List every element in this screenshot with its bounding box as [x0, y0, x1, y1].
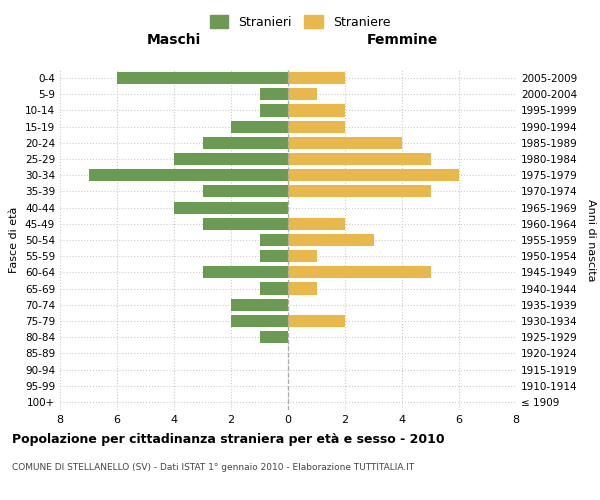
Bar [288, 104, 345, 117]
Text: COMUNE DI STELLANELLO (SV) - Dati ISTAT 1° gennaio 2010 - Elaborazione TUTTITALI: COMUNE DI STELLANELLO (SV) - Dati ISTAT … [12, 462, 414, 471]
Bar [260, 234, 288, 246]
Bar [288, 315, 345, 327]
Text: Maschi: Maschi [147, 34, 201, 48]
Bar [288, 250, 317, 262]
Y-axis label: Anni di nascita: Anni di nascita [586, 198, 596, 281]
Bar [260, 250, 288, 262]
Bar [203, 266, 288, 278]
Bar [231, 120, 288, 132]
Bar [260, 331, 288, 343]
Bar [288, 153, 431, 165]
Bar [231, 315, 288, 327]
Bar [174, 153, 288, 165]
Bar [231, 298, 288, 311]
Bar [288, 169, 459, 181]
Bar [117, 72, 288, 84]
Bar [288, 218, 345, 230]
Text: Popolazione per cittadinanza straniera per età e sesso - 2010: Popolazione per cittadinanza straniera p… [12, 432, 445, 446]
Y-axis label: Fasce di età: Fasce di età [10, 207, 19, 273]
Bar [89, 169, 288, 181]
Text: Femmine: Femmine [367, 34, 437, 48]
Bar [260, 282, 288, 294]
Bar [260, 104, 288, 117]
Bar [288, 120, 345, 132]
Bar [288, 72, 345, 84]
Bar [203, 218, 288, 230]
Bar [288, 137, 402, 149]
Bar [203, 186, 288, 198]
Bar [174, 202, 288, 213]
Bar [288, 186, 431, 198]
Bar [203, 137, 288, 149]
Bar [288, 88, 317, 101]
Bar [260, 88, 288, 101]
Bar [288, 234, 373, 246]
Bar [288, 282, 317, 294]
Legend: Stranieri, Straniere: Stranieri, Straniere [206, 11, 394, 32]
Bar [288, 266, 431, 278]
